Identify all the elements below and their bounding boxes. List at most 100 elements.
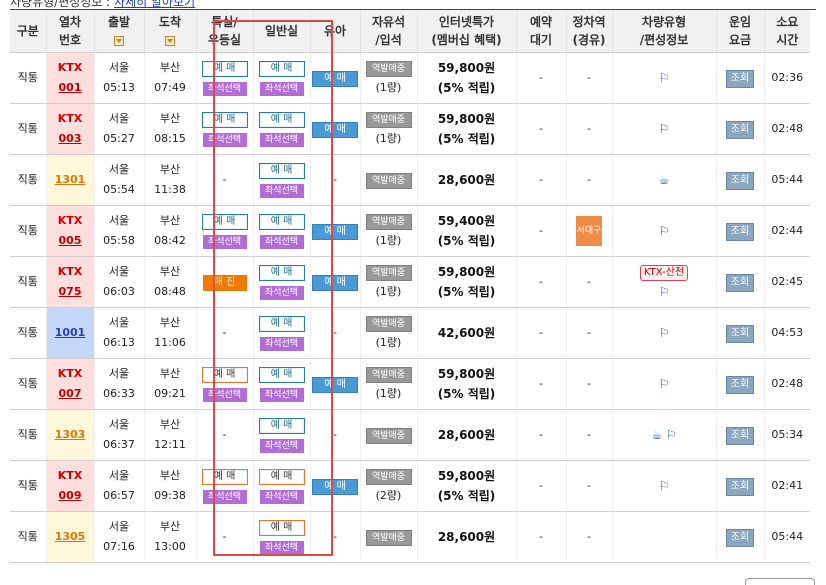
infant-cell: 예 매 (310, 103, 361, 155)
general-seat-button[interactable]: 좌석선택 (259, 235, 304, 249)
fare-lookup-button[interactable]: 조회 (726, 325, 754, 343)
general-seat-button[interactable]: 좌석선택 (259, 82, 304, 96)
vehicle-cell: ⚐ (612, 358, 717, 410)
special-seat-button[interactable]: 좌석선택 (202, 133, 247, 147)
col-arrive[interactable]: 도착 (144, 10, 197, 53)
table-row: 직통 KTX 005 서울 05:58 부산 08:42 예 매 좌석선택 예 매 좌석선… (10, 205, 810, 257)
train-number[interactable]: 1301 (46, 154, 95, 206)
special-seat-button[interactable]: 좌석선택 (202, 490, 247, 504)
ktx-sancheon-tag[interactable]: KTX-산천 (639, 264, 689, 281)
general-seat-button[interactable]: 좌석선택 (259, 286, 304, 300)
infant-book-button[interactable]: 예 매 (312, 377, 358, 393)
free-cell: 역발매중 (1량) (360, 52, 418, 104)
arrive-cell: 부산 08:15 (144, 103, 197, 155)
col-stop: 정차역 (경유) (566, 10, 613, 53)
cafe-car-icon[interactable]: ☕ (651, 427, 663, 442)
special-book-button[interactable]: 예 매 (201, 112, 248, 128)
sort-icon[interactable] (114, 35, 124, 46)
free-cell: 역발매중 (360, 511, 418, 563)
infant-book-button[interactable]: 예 매 (312, 122, 358, 138)
ktx-vehicle-icon[interactable]: ⚐ (658, 223, 670, 238)
fare-lookup-button[interactable]: 조회 (726, 121, 754, 139)
fare-lookup-button[interactable]: 조회 (726, 376, 754, 394)
train-number[interactable]: KTX 001 (46, 52, 95, 104)
general-book-button[interactable]: 예 매 (258, 316, 305, 332)
ktx-vehicle-icon[interactable]: ⚐ (658, 284, 670, 299)
train-number[interactable]: KTX 007 (46, 358, 95, 410)
stop-cell: - (566, 154, 613, 206)
general-book-button[interactable]: 예 매 (258, 367, 305, 383)
special-book-button[interactable]: 예 매 (201, 469, 248, 485)
vehicle-info-link[interactable]: 자세히 알아보기 (114, 0, 196, 9)
train-number[interactable]: 1303 (46, 409, 95, 461)
reserve-cell: - (516, 52, 567, 104)
col-depart[interactable]: 출발 (94, 10, 145, 53)
train-vehicle-icon[interactable]: ⚐ (658, 325, 670, 340)
ktx-vehicle-icon[interactable]: ⚐ (658, 376, 670, 391)
train-number[interactable]: KTX 075 (46, 256, 95, 308)
general-book-button[interactable]: 예 매 (258, 112, 305, 128)
general-book-button[interactable]: 예 매 (258, 265, 305, 281)
bicycle-car-icon[interactable]: ⚐ (665, 427, 677, 442)
cafe-car-icon[interactable]: ☕ (658, 172, 670, 187)
arrive-cell: 부산 08:48 (144, 256, 197, 308)
general-book-button[interactable]: 예 매 (258, 214, 305, 230)
train-number[interactable]: 1305 (46, 511, 95, 563)
special-seat-button[interactable]: 좌석선택 (202, 388, 247, 402)
fare-lookup-button[interactable]: 조회 (726, 529, 754, 547)
infant-book-button[interactable]: 예 매 (312, 479, 358, 495)
reserve-cell: - (516, 358, 567, 410)
col-special: 특실/우등실 (196, 10, 254, 53)
train-number[interactable]: KTX 005 (46, 205, 95, 257)
fare-lookup-button[interactable]: 조회 (726, 274, 754, 292)
fare-lookup-button[interactable]: 조회 (726, 223, 754, 241)
general-seat-button[interactable]: 좌석선택 (259, 541, 304, 555)
web-price-cell: 59,800원 (5% 적립) (417, 52, 517, 104)
train-number[interactable]: KTX 009 (46, 460, 95, 512)
web-price-cell: 59,800원 (5% 적립) (417, 256, 517, 308)
infant-book-button[interactable]: 예 매 (312, 275, 358, 291)
arrive-cell: 부산 13:00 (144, 511, 197, 563)
vehicle-cell: ⚐ (612, 103, 717, 155)
general-book-button[interactable]: 예 매 (258, 469, 305, 485)
fare-lookup-button[interactable]: 조회 (726, 427, 754, 445)
special-seat-button[interactable]: 좌석선택 (202, 82, 247, 96)
train-schedule-table: 구분 열차 번호 출발 도착 특실/우등실 일반실 유아 자유석/입석 인터넷특가… (10, 10, 810, 563)
general-seat-button[interactable]: 좌석선택 (259, 490, 304, 504)
infant-book-button[interactable]: 예 매 (312, 71, 358, 87)
fare-lookup-button[interactable]: 조회 (726, 478, 754, 496)
general-seat-button[interactable]: 좌석선택 (259, 388, 304, 402)
train-number[interactable]: KTX 003 (46, 103, 95, 155)
vehicle-info-text: 차량유형/편성정보 : 자세히 알아보기 (10, 0, 195, 10)
special-book-button[interactable]: 예 매 (201, 214, 248, 230)
general-book-button[interactable]: 예 매 (258, 418, 305, 434)
general-book-button[interactable]: 예 매 (258, 163, 305, 179)
ktx-vehicle-icon[interactable]: ⚐ (658, 478, 670, 493)
general-seat-button[interactable]: 좌석선택 (259, 337, 304, 351)
infant-book-button[interactable]: 예 매 (312, 224, 358, 240)
ktx-vehicle-icon[interactable]: ⚐ (658, 70, 670, 85)
scroll-top-tab[interactable] (745, 578, 815, 585)
train-number[interactable]: 1001 (46, 307, 95, 359)
general-book-button[interactable]: 예 매 (258, 61, 305, 77)
general-seat-button[interactable]: 좌석선택 (259, 133, 304, 147)
free-cell: 역발매중 (360, 409, 418, 461)
general-seat-button[interactable]: 좌석선택 (259, 439, 304, 453)
fare-lookup-button[interactable]: 조회 (726, 172, 754, 190)
general-seat-button[interactable]: 좌석선택 (259, 184, 304, 198)
special-book-button[interactable]: 예 매 (201, 367, 248, 383)
ktx-vehicle-icon[interactable]: ⚐ (658, 121, 670, 136)
general-book-button[interactable]: 예 매 (258, 520, 305, 536)
stop-cell: 서대구 (566, 205, 613, 257)
sort-icon[interactable] (165, 35, 175, 46)
fare-lookup-button[interactable]: 조회 (726, 70, 754, 88)
special-book-button[interactable]: 예 매 (201, 61, 248, 77)
stop-cell: - (566, 256, 613, 308)
stop-station-badge[interactable]: 서대구 (576, 216, 602, 246)
row-type: 직통 (10, 511, 47, 563)
special-seat-button[interactable]: 좌석선택 (202, 235, 247, 249)
